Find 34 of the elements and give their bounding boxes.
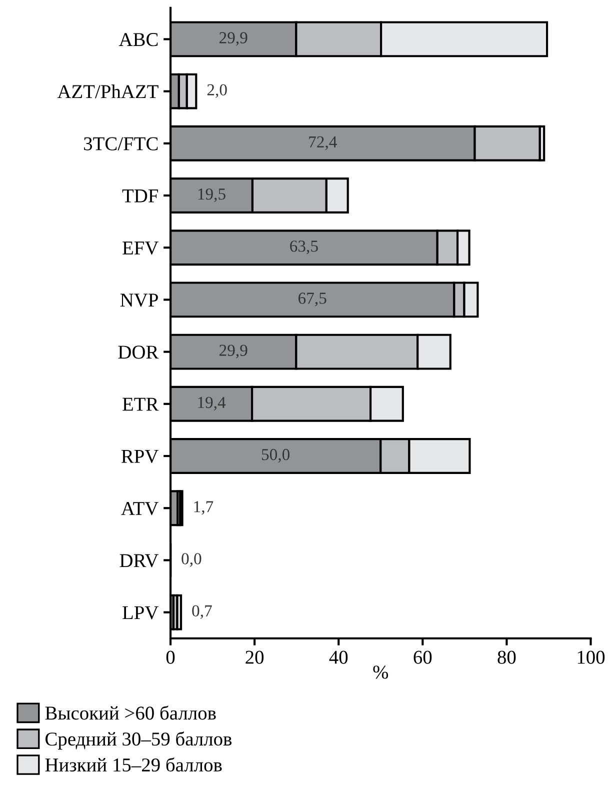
legend-label: Низкий 15–29 баллов [45, 757, 222, 772]
data-label: 29,9 [219, 32, 248, 46]
legend-label: Высокий >60 баллов [45, 706, 216, 720]
y-tick-label: NVP [120, 294, 158, 307]
data-label: 67,5 [298, 292, 326, 306]
data-label: 0,0 [182, 553, 202, 567]
data-label: 29,9 [219, 344, 248, 358]
x-axis-title: % [373, 666, 388, 679]
x-tick-label: 20 [246, 650, 264, 664]
y-tick-label: EFV [122, 242, 158, 255]
x-tick-label: 0 [166, 650, 175, 664]
y-tick-label: RPV [121, 450, 158, 464]
data-label: 63,5 [290, 240, 318, 254]
y-tick-label: ABC [118, 33, 158, 46]
y-tick-label: AZT/PhAZT [57, 84, 158, 98]
y-tick-label: ATV [121, 502, 158, 516]
y-tick-label: 3TC/FTC [84, 137, 158, 150]
y-tick-label: DRV [120, 554, 158, 568]
y-tick-label: DOR [118, 346, 159, 359]
data-label: 72,4 [309, 136, 337, 150]
data-label: 1,7 [194, 501, 214, 515]
x-tick-label: 40 [329, 650, 348, 664]
data-label: 50,0 [262, 448, 290, 463]
data-label: 19,5 [198, 188, 226, 202]
data-label: 0,7 [192, 605, 212, 619]
y-tick-label: TDF [122, 190, 158, 202]
x-tick-label: 100 [578, 650, 605, 664]
y-tick-label: ETR [122, 398, 159, 411]
x-tick-label: 60 [414, 650, 432, 664]
data-label: 2,0 [207, 84, 227, 98]
x-tick-label: 80 [498, 650, 516, 664]
data-label: 19,4 [198, 396, 226, 410]
y-tick-label: LPV [122, 606, 158, 620]
legend-label: Средний 30–59 баллов [46, 732, 232, 750]
